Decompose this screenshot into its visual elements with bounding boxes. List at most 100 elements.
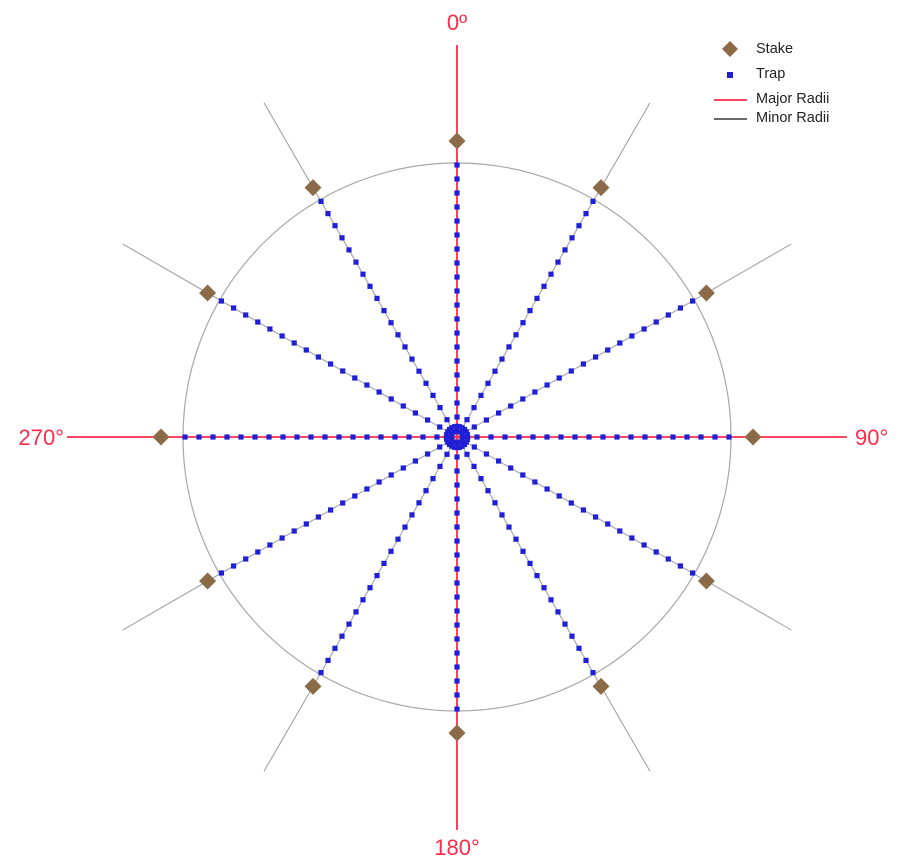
trap-point: [556, 493, 562, 499]
trap-point: [454, 482, 460, 488]
trap-point: [279, 535, 285, 541]
minor-radius-line: [456, 436, 651, 772]
trap-point: [583, 657, 589, 663]
trap-point: [677, 305, 683, 311]
trap-point: [471, 424, 477, 430]
trap-point: [346, 621, 352, 627]
trap-point: [448, 434, 454, 440]
stake-marker: [304, 179, 322, 197]
trap-point: [434, 434, 440, 440]
trap-point: [340, 368, 346, 374]
trap-point: [478, 392, 484, 398]
trap-point: [485, 488, 491, 494]
trap-point: [544, 486, 550, 492]
trap-point: [451, 424, 457, 429]
trap-point: [291, 340, 297, 346]
trap-point: [340, 500, 346, 506]
trap-point: [460, 444, 465, 449]
trap-point: [449, 425, 454, 430]
trap-point: [279, 333, 285, 339]
trap-point: [454, 496, 460, 502]
trap-point: [376, 389, 382, 395]
trap-point: [617, 528, 623, 534]
trap-point: [350, 434, 356, 440]
trap-point: [726, 434, 732, 440]
trap-point: [378, 434, 384, 440]
trap-points: [182, 162, 732, 712]
trap-point: [499, 356, 505, 362]
trap-point: [395, 536, 401, 542]
trap-point: [464, 451, 470, 457]
trap-point: [364, 434, 370, 440]
trap-point: [496, 458, 502, 464]
trap-point: [381, 560, 387, 566]
legend-stake-label: Stake: [756, 41, 793, 57]
trap-point: [336, 434, 342, 440]
legend-major-label: Major Radii: [756, 91, 829, 107]
trap-point: [454, 372, 460, 378]
trap-point: [670, 434, 676, 440]
trap-point: [454, 358, 460, 364]
minor-radius-line: [263, 102, 458, 438]
trap-point: [506, 524, 512, 530]
trap-point: [454, 344, 460, 350]
stake-marker: [592, 179, 610, 197]
trap-point: [294, 434, 300, 440]
trap-point: [457, 439, 463, 445]
trap-point: [339, 633, 345, 639]
trap-point: [642, 434, 648, 440]
trap-point: [445, 440, 450, 445]
minor-radius-line: [263, 436, 458, 772]
trap-point: [388, 320, 394, 326]
trap-point: [605, 521, 611, 527]
stake-marker: [152, 428, 170, 446]
legend: Stake Trap Major Radii Minor Radii: [714, 41, 829, 126]
trap-point: [243, 312, 249, 318]
trap-point: [454, 692, 460, 698]
trap-point: [325, 211, 331, 217]
trap-point: [238, 434, 244, 440]
trap-point: [454, 302, 460, 308]
trap-point: [454, 445, 460, 451]
trap-point: [541, 585, 547, 591]
trap-point: [255, 319, 261, 325]
trap-point: [318, 670, 324, 676]
trap-point: [346, 247, 352, 253]
trap-point: [402, 524, 408, 530]
trap-point: [280, 434, 286, 440]
trap-point: [325, 657, 331, 663]
stake-marker: [448, 724, 466, 742]
trap-point: [409, 356, 415, 362]
trap-point: [353, 609, 359, 615]
trap-point: [454, 260, 460, 266]
trap-point: [406, 434, 412, 440]
trap-point: [409, 512, 415, 518]
trap-point: [698, 434, 704, 440]
trap-point: [544, 434, 550, 440]
major-radii: [67, 45, 847, 830]
trap-point: [454, 246, 460, 252]
trap-point: [218, 298, 224, 304]
trap-point: [451, 445, 457, 450]
trap-point: [388, 396, 394, 402]
trap-point: [605, 347, 611, 353]
trap-point: [454, 594, 460, 600]
trap-point: [617, 340, 623, 346]
trap-point: [586, 434, 592, 440]
trap-point: [569, 633, 575, 639]
trap-point: [459, 431, 465, 437]
trap-point: [483, 451, 489, 457]
trap-point: [454, 538, 460, 544]
trap-point: [420, 434, 426, 440]
trap-point: [392, 434, 398, 440]
trap-point: [332, 223, 338, 229]
trap-point: [454, 622, 460, 628]
trap-point: [454, 428, 460, 434]
trap-point: [454, 552, 460, 558]
trap-point: [360, 271, 366, 277]
trap-point: [196, 434, 202, 440]
trap-point: [568, 500, 574, 506]
legend-trap-marker: [727, 72, 733, 78]
trap-point: [308, 434, 314, 440]
trap-point: [544, 382, 550, 388]
